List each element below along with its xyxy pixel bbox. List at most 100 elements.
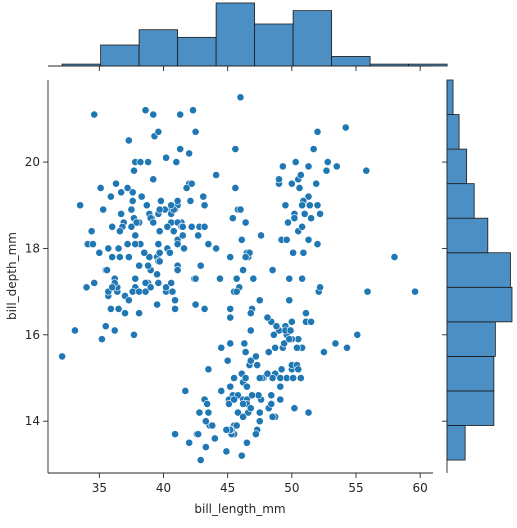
scatter-point-26	[166, 248, 174, 257]
scatter-point-300	[241, 253, 250, 261]
scatter-point-256	[331, 339, 340, 348]
scatter-point-46	[127, 205, 136, 214]
scatter-point-150	[237, 451, 246, 460]
scatter-point-247	[267, 400, 276, 408]
main-axes	[47, 65, 448, 474]
scatter-point-197	[222, 447, 231, 456]
scatter-point-173	[240, 339, 249, 348]
scatter-point-139	[167, 279, 176, 287]
x-axis-ticks: 35 40 45 50 55 60	[92, 66, 428, 495]
scatter-point-80	[117, 209, 126, 218]
scatter-point-259	[294, 365, 303, 374]
scatter-point-233	[222, 425, 231, 434]
scatter-point-8	[185, 149, 194, 158]
scatter-point-331	[231, 184, 240, 192]
scatter-point-271	[286, 326, 295, 335]
scatter-point-274	[304, 192, 313, 201]
scatter-point-141	[168, 287, 177, 296]
scatter-point-236	[304, 408, 313, 417]
top-hist-bar-1	[100, 44, 140, 67]
scatter-point-339	[290, 214, 299, 223]
scatter-point-224	[269, 330, 278, 339]
scatter-point-29	[153, 300, 161, 309]
scatter-point-104	[141, 279, 150, 287]
scatter-point-63	[180, 244, 188, 253]
scatter-point-308	[257, 231, 265, 240]
scatter-point-333	[246, 309, 255, 318]
scatter-point-243	[217, 387, 226, 395]
scatter-point-111	[187, 179, 196, 188]
scatter-point-251	[251, 352, 260, 361]
scatter-point-198	[226, 339, 235, 348]
scatter-point-313	[239, 266, 247, 274]
scatter-point-245	[280, 339, 289, 348]
scatter-point-64	[101, 322, 110, 331]
scatter-point-200	[268, 412, 277, 421]
scatter-point-309	[313, 127, 322, 136]
scatter-point-174	[196, 456, 205, 464]
scatter-point-82	[124, 253, 133, 261]
scatter-point-319	[275, 175, 283, 184]
scatter-point-70	[154, 279, 163, 287]
top-hist-bar-4	[215, 2, 256, 67]
scatter-point-3	[117, 188, 126, 197]
scatter-point-225	[255, 408, 264, 417]
y-tick-label-2: 18	[25, 241, 40, 255]
scatter-point-78	[90, 279, 99, 287]
scatter-point-37	[128, 188, 137, 197]
scatter-point-76	[110, 326, 119, 335]
scatter-point-140	[58, 352, 67, 361]
scatter-point-35	[144, 158, 152, 166]
scatter-point-189	[194, 430, 203, 439]
scatter-point-68	[76, 201, 84, 210]
y-axis-label: bill_depth_mm	[5, 232, 19, 320]
scatter-point-280	[236, 205, 245, 214]
scatter-point-180	[195, 408, 204, 417]
scatter-point-320	[307, 214, 315, 223]
scatter-point-285	[313, 240, 322, 249]
scatter-point-255	[181, 387, 190, 395]
top-hist-bar-3	[177, 36, 217, 67]
x-tick-label-5: 60	[413, 481, 428, 495]
scatter-point-235	[203, 400, 212, 408]
y-tick-label-3: 20	[25, 155, 40, 169]
top-hist-bar-6	[292, 10, 333, 67]
scatter-point-335	[362, 166, 371, 175]
scatter-point-202	[289, 374, 298, 382]
right-hist-bar-2	[446, 355, 495, 392]
scatter-point-98	[95, 248, 104, 257]
scatter-point-257	[201, 417, 210, 426]
scatter-point-163	[267, 391, 276, 400]
scatter-point-129	[199, 192, 208, 201]
scatter-point-160	[171, 430, 179, 439]
scatter-point-39	[114, 244, 123, 253]
scatter-point-99	[172, 158, 181, 166]
scatter-point-294	[200, 304, 209, 313]
scatter-point-321	[285, 274, 294, 283]
scatter-point-289	[390, 253, 399, 261]
scatter-point-66	[106, 304, 115, 313]
scatter-point-228	[226, 313, 235, 322]
scatter-point-167	[277, 365, 286, 374]
scatter-point-323	[305, 201, 314, 210]
scatter-point-75	[123, 184, 132, 192]
scatter-point-237	[255, 417, 264, 426]
scatter-point-336	[204, 240, 213, 249]
scatter-point-138	[162, 283, 170, 292]
scatter-point-24	[99, 205, 108, 214]
scatter-point-276	[322, 166, 331, 175]
right-hist-bar-4	[446, 286, 513, 323]
scatter-point-281	[304, 162, 313, 171]
right-hist-bar-5	[446, 252, 511, 288]
scatter-point-38	[157, 197, 165, 205]
scatter-point-179	[253, 361, 262, 369]
scatter-point-295	[295, 184, 304, 192]
scatter-point-158	[201, 443, 210, 451]
scatter-point-133	[173, 266, 182, 274]
scatter-point-89	[173, 240, 182, 249]
scatter-point-127	[212, 244, 221, 253]
scatter-point-148	[108, 283, 117, 292]
scatter-point-239	[255, 374, 264, 382]
scatter-point-240	[316, 283, 324, 292]
